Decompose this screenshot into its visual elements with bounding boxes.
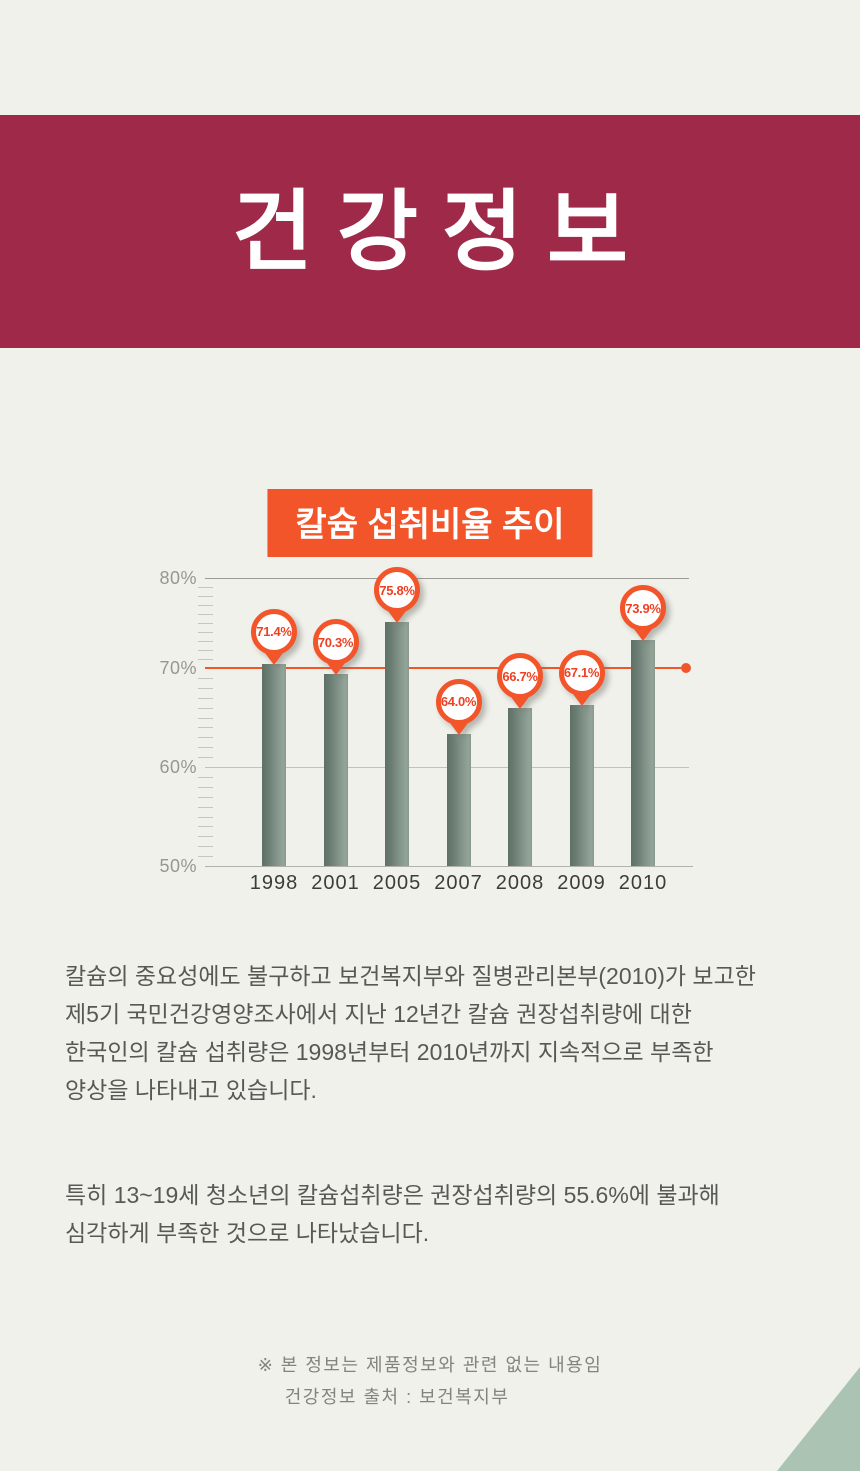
- paragraph-line: 제5기 국민건강영양조사에서 지난 12년간 칼슘 권장섭취량에 대한: [65, 1001, 692, 1027]
- y-minor-tick: [198, 826, 213, 828]
- y-minor-tick: [198, 836, 213, 838]
- y-minor-tick: [198, 757, 213, 759]
- value-marker: 73.9%: [620, 585, 666, 642]
- value-marker-label: 67.1%: [563, 665, 600, 681]
- y-minor-tick: [198, 687, 213, 689]
- y-minor-tick: [198, 659, 213, 660]
- gridline-80%: [205, 578, 689, 579]
- disclaimer-note: ※ 본 정보는 제품정보와 관련 없는 내용임: [257, 1355, 603, 1375]
- y-minor-tick: [198, 747, 213, 749]
- y-minor-tick: [198, 856, 213, 858]
- bar-2009: [569, 704, 594, 866]
- value-marker-tail-icon: [449, 722, 468, 735]
- value-marker-tail-icon: [326, 663, 345, 676]
- bar-chart: 80% 70% 60% 50% 71.4% 1998 70.3% 2001 75.8% 2005 6…: [0, 560, 860, 920]
- y-minor-tick: [198, 816, 213, 818]
- value-marker-tail-icon: [572, 693, 591, 706]
- value-marker-tail-icon: [511, 697, 529, 710]
- paragraph-line: 칼슘의 중요성에도 불구하고 보건복지부와 질병관리본부(2010)가 보고한: [65, 963, 756, 989]
- y-minor-tick: [198, 623, 213, 624]
- value-marker: 66.7%: [497, 653, 543, 710]
- bar-1998: [262, 663, 286, 866]
- bar-2008: [508, 708, 532, 866]
- x-axis-label: 2009: [557, 872, 606, 894]
- paragraph-calcium-trend: 칼슘의 중요성에도 불구하고 보건복지부와 질병관리본부(2010)가 보고한 …: [65, 957, 805, 1109]
- y-minor-tick: [198, 717, 213, 719]
- reference-line-70pct: [205, 667, 681, 669]
- x-axis-label: 2007: [434, 872, 483, 894]
- x-axis-label: 2010: [618, 872, 668, 894]
- paragraph-line: 양상을 나타내고 있습니다.: [65, 1077, 317, 1103]
- bar-2010: [631, 640, 655, 866]
- y-minor-tick: [198, 596, 213, 597]
- value-marker-label: 71.4%: [256, 624, 292, 640]
- paragraph-line: 특히 13~19세 청소년의 칼슘섭취량은 권장섭취량의 55.6%에 불과해: [65, 1182, 720, 1208]
- y-minor-tick: [198, 697, 213, 699]
- value-marker-label: 75.8%: [379, 582, 415, 598]
- x-axis-label: 1998: [249, 872, 299, 894]
- y-axis-label: 80%: [159, 568, 197, 588]
- y-minor-tick: [198, 632, 213, 633]
- value-marker: 70.3%: [312, 619, 359, 676]
- y-minor-tick: [198, 727, 213, 729]
- value-marker-circle: 70.3%: [312, 619, 359, 666]
- bar-2007: [446, 733, 471, 866]
- chart-title-badge: 칼슘 섭취비율 추이: [267, 489, 593, 557]
- y-minor-tick: [198, 796, 213, 798]
- y-minor-tick: [198, 650, 213, 651]
- paragraph-teen-intake: 특히 13~19세 청소년의 칼슘섭취량은 권장섭취량의 55.6%에 불과해 …: [65, 1176, 805, 1252]
- x-axis-label: 2005: [372, 872, 422, 894]
- gridline-50%: [205, 866, 693, 867]
- y-minor-tick: [198, 677, 213, 679]
- y-minor-tick: [198, 776, 213, 778]
- y-minor-tick: [198, 605, 213, 606]
- y-axis-label: 70%: [159, 658, 197, 678]
- paragraph-line: 심각하게 부족한 것으로 나타났습니다.: [65, 1220, 430, 1246]
- value-marker-tail-icon: [634, 629, 652, 642]
- value-marker-label: 66.7%: [502, 668, 538, 684]
- value-marker-tail-icon: [265, 652, 283, 665]
- header-banner: 건강정보: [0, 115, 860, 348]
- y-minor-tick: [198, 614, 213, 615]
- value-marker-circle: 67.1%: [558, 649, 605, 696]
- page-title: 건강정보: [232, 181, 652, 281]
- footer-notes: ※ 본 정보는 제품정보와 관련 없는 내용임 건강정보 출처 : 보건복지부: [258, 1349, 603, 1413]
- source-note: 건강정보 출처 : 보건복지부: [284, 1387, 510, 1407]
- x-axis-label: 2001: [311, 872, 360, 894]
- y-minor-tick: [198, 846, 213, 848]
- bar-2005: [385, 622, 409, 866]
- value-marker-circle: 66.7%: [497, 653, 543, 700]
- reference-line-dot: [681, 663, 691, 673]
- y-axis-label: 60%: [159, 757, 197, 777]
- value-marker-label: 70.3%: [317, 634, 354, 650]
- corner-decoration: [777, 1367, 860, 1471]
- value-marker: 71.4%: [251, 608, 297, 665]
- value-marker-circle: 71.4%: [251, 608, 297, 655]
- value-marker: 75.8%: [374, 567, 420, 624]
- y-minor-tick: [198, 786, 213, 788]
- y-minor-tick: [198, 587, 213, 588]
- y-minor-tick: [198, 737, 213, 739]
- y-axis-label: 50%: [159, 856, 197, 876]
- value-marker: 67.1%: [558, 649, 605, 706]
- value-marker-circle: 73.9%: [620, 585, 666, 632]
- y-minor-tick: [198, 641, 213, 642]
- value-marker-circle: 64.0%: [435, 678, 482, 725]
- value-marker-label: 64.0%: [440, 694, 477, 710]
- y-minor-tick: [198, 806, 213, 808]
- value-marker-label: 73.9%: [625, 600, 661, 616]
- value-marker-circle: 75.8%: [374, 567, 420, 614]
- paragraph-line: 한국인의 칼슘 섭취량은 1998년부터 2010년까지 지속적으로 부족한: [65, 1039, 714, 1065]
- x-axis-label: 2008: [495, 872, 545, 894]
- value-marker: 64.0%: [435, 678, 482, 735]
- bar-2001: [323, 674, 348, 866]
- value-marker-tail-icon: [388, 611, 406, 624]
- y-minor-tick: [198, 707, 213, 709]
